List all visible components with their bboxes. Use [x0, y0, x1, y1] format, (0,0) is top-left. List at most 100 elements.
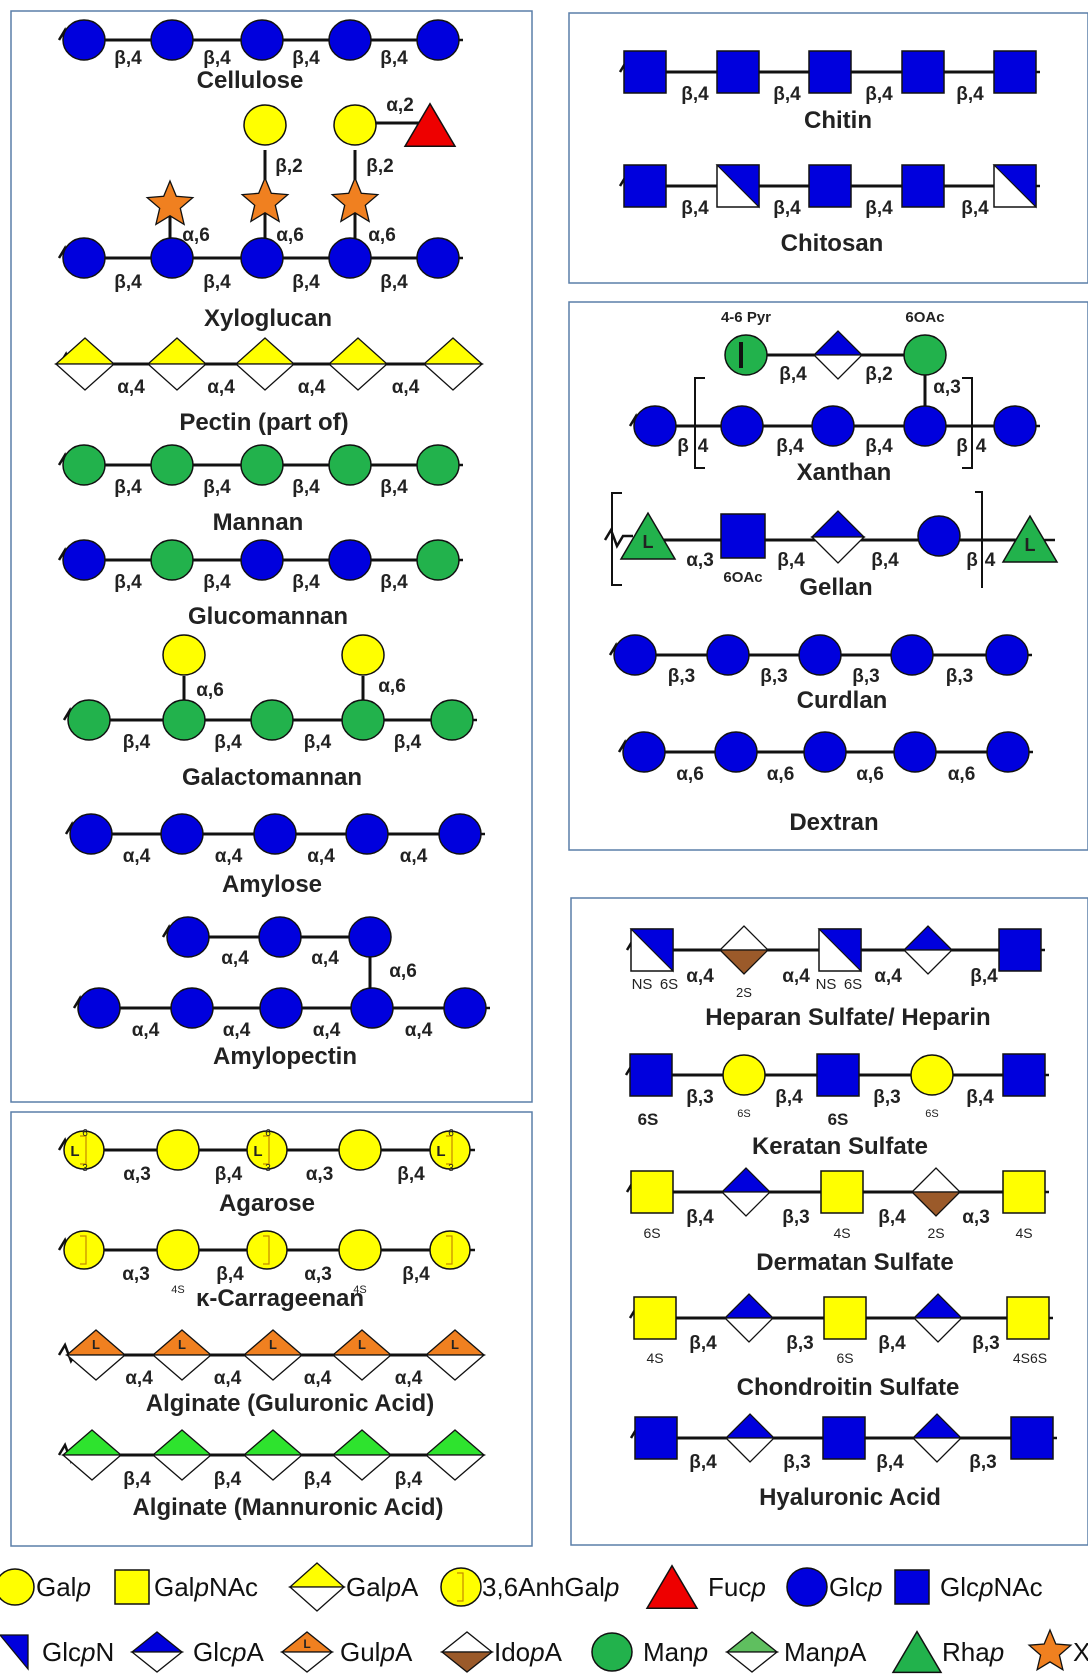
gulpa-l-label: L — [269, 1337, 277, 1352]
legend-glcp-label: Glcp — [829, 1572, 882, 1602]
linkage-label: 4 — [976, 436, 987, 457]
linkage-label: α,4 — [117, 377, 145, 398]
glcp-residue — [62, 539, 106, 581]
anhgalp-residue — [63, 1230, 105, 1270]
legend-idopa-label-suffix: A — [545, 1637, 563, 1667]
legend-galpa-icon — [288, 1586, 346, 1612]
linkage-label: β,4 — [123, 732, 151, 753]
panel-frames — [10, 10, 1088, 1547]
manpa-residue-top — [331, 1429, 393, 1456]
manp-residue — [328, 444, 372, 486]
glcp-residue — [253, 813, 297, 855]
amylose-caption: Amylose — [222, 871, 322, 898]
glcpnac-residue — [623, 50, 667, 94]
gulpa-residue — [424, 1354, 486, 1381]
glcp-residue — [443, 987, 487, 1029]
legend-manpa-label-ring: p — [834, 1637, 849, 1667]
glcpnac-residue — [998, 928, 1042, 972]
repeat-bracket-close — [975, 491, 983, 588]
glcp-residue — [416, 237, 460, 279]
pectin-caption: Pectin (part of) — [179, 409, 348, 436]
manpa-residue — [331, 1454, 393, 1481]
anhgal-3-label: 3 — [448, 1163, 454, 1174]
anhgal-6-label: 6 — [265, 1128, 271, 1139]
xylp-residue — [330, 176, 380, 223]
sulfate-label: 6S — [638, 1110, 659, 1129]
legend-manp-label-ring: p — [693, 1637, 708, 1667]
galactomannan-caption: Galactomannan — [182, 764, 362, 791]
xanthan-caption: Xanthan — [797, 459, 892, 486]
linkage-label: β,4 — [292, 48, 320, 69]
linkage-label: α,4 — [221, 948, 249, 969]
linkage-label: β,4 — [773, 84, 801, 105]
linkage-label: β,4 — [292, 572, 320, 593]
legend-xylp-icon — [1027, 1628, 1073, 1672]
legend-glcp-label-ring: p — [867, 1572, 882, 1602]
glcp-residue — [985, 634, 1029, 676]
linkage-label: β,3 — [969, 1452, 996, 1473]
sulfate-label: 6S — [836, 1350, 853, 1366]
galpa-residue — [234, 363, 296, 391]
idopa-residue-top — [718, 925, 770, 951]
sulfate-label: 6S — [925, 1108, 938, 1120]
manpa-residue-top — [61, 1429, 123, 1456]
glcpnac-residue — [993, 50, 1037, 94]
linkage-label: β,4 — [956, 84, 984, 105]
glcp-residue — [345, 813, 389, 855]
keratan-caption: Keratan Sulfate — [752, 1133, 928, 1160]
manp-residue — [341, 699, 385, 741]
linkage-label: β,4 — [970, 966, 998, 987]
glcpa-residue — [724, 1437, 776, 1463]
linkage-label: β,3 — [946, 666, 973, 687]
legend-rhap-label: Rhap — [942, 1637, 1004, 1667]
legend-galp-label: Galp — [36, 1572, 91, 1602]
linkage-label: α,4 — [405, 1020, 433, 1041]
rhap-l-label: L — [1025, 535, 1036, 555]
linkage-label: α,6 — [389, 961, 417, 982]
glcpnac-residue — [816, 1053, 860, 1097]
linkage-label: β,4 — [777, 550, 805, 571]
galpa-residue — [422, 363, 484, 391]
legend-anhgalp-icon — [440, 1567, 482, 1607]
galp-residue — [156, 1129, 200, 1171]
sulfate-label: 4S — [353, 1284, 366, 1296]
legend-gulpa-label-ring: p — [379, 1637, 394, 1667]
glcpa-residue-top — [810, 510, 866, 538]
heparan-caption: Heparan Sulfate/ Heparin — [705, 1004, 990, 1031]
linkage-label: α,4 — [123, 846, 151, 867]
glcpa-residue-top — [723, 1293, 775, 1319]
linkage-label: β — [966, 550, 978, 571]
linkage-label: β,4 — [878, 1207, 906, 1228]
linkage-label: β,4 — [380, 477, 408, 498]
linkage-label: β,4 — [876, 1452, 904, 1473]
glcpnac-residue — [822, 1416, 866, 1460]
glcpa-residue — [911, 1437, 963, 1463]
glcp-residue — [917, 515, 961, 557]
linkage-label: β,4 — [779, 364, 807, 385]
glcp-residue — [811, 405, 855, 447]
galp-residue — [243, 104, 287, 146]
repeat-bracket-close — [962, 377, 973, 469]
galpnac-residue — [820, 1170, 864, 1214]
linkage-label: β,3 — [972, 1333, 999, 1354]
manpa-residue-top — [424, 1429, 486, 1456]
sulfate-label: NS — [816, 976, 837, 993]
linkage-label: β,4 — [395, 1469, 423, 1490]
manp-residue — [416, 444, 460, 486]
glcpnac-residue — [1010, 1416, 1054, 1460]
glcp-residue — [328, 539, 372, 581]
legend-galp-icon — [0, 1568, 35, 1606]
legend-galpa-icon-top — [288, 1562, 346, 1588]
linkage-label: β,3 — [852, 666, 879, 687]
legend-glcpnac-label: GlcpNAc — [940, 1572, 1043, 1602]
legend-xylp-label-base: X — [1073, 1637, 1088, 1667]
linkage-label: α,6 — [767, 764, 795, 785]
glcp-residue — [622, 731, 666, 773]
glcpnac-residue — [808, 50, 852, 94]
legend-glcpa-label-ring: p — [231, 1637, 246, 1667]
glcpa-residue-top — [724, 1413, 776, 1439]
glcp-residue — [714, 731, 758, 773]
glcp-residue — [348, 916, 392, 958]
linkage-label: β,3 — [760, 666, 787, 687]
linkage-label: β,4 — [686, 1207, 714, 1228]
